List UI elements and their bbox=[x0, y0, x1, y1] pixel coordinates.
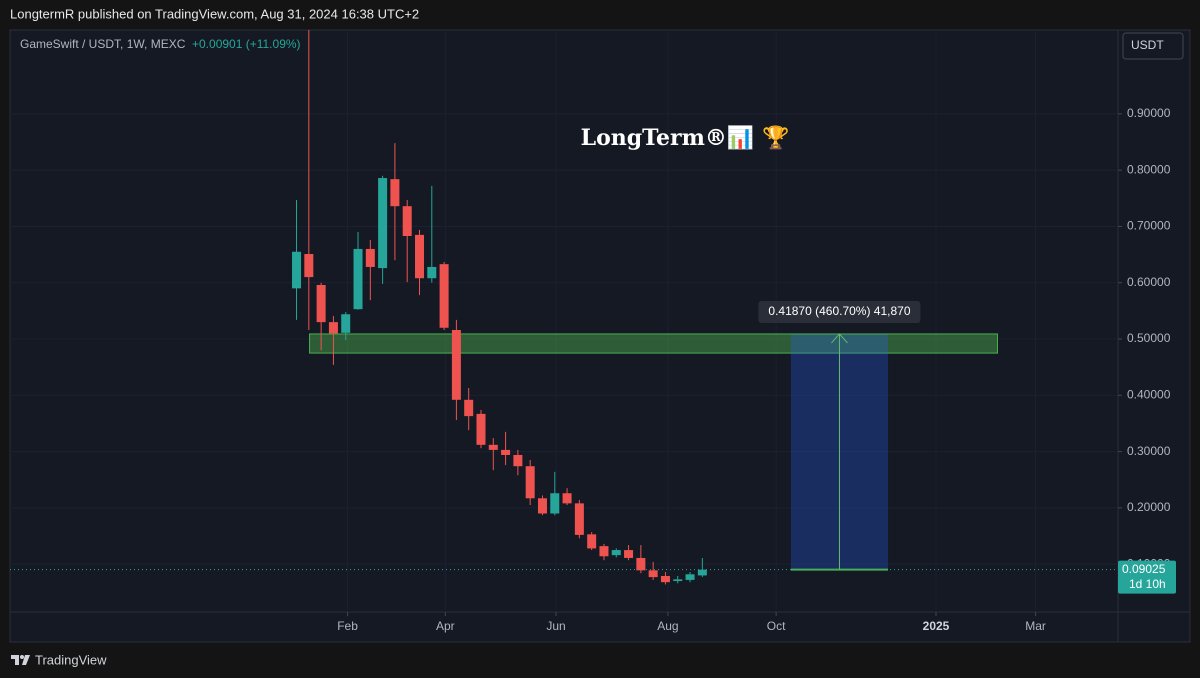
footer-brand: TradingView bbox=[35, 652, 107, 667]
candle-body bbox=[648, 570, 658, 578]
candle-body bbox=[341, 314, 351, 333]
measure-label-box bbox=[758, 300, 921, 323]
candle-body bbox=[562, 493, 572, 504]
candle-body bbox=[304, 254, 314, 278]
currency-button[interactable] bbox=[1122, 32, 1184, 60]
candle-body bbox=[292, 251, 302, 289]
candle-body bbox=[611, 550, 621, 556]
candle-body bbox=[513, 454, 523, 467]
price-label-box bbox=[1118, 560, 1176, 594]
measure-label: 0.41870 (460.70%) 41,870 bbox=[768, 304, 910, 318]
candle-body bbox=[537, 498, 547, 514]
x-tick-label: Aug bbox=[657, 619, 678, 633]
price-change: +0.00901 (+11.09%) bbox=[192, 37, 301, 51]
candle-body bbox=[439, 264, 449, 328]
x-tick-label: Jun bbox=[546, 619, 565, 633]
y-tick-label: 0.70000 bbox=[1127, 219, 1171, 233]
candle-body bbox=[353, 248, 363, 310]
candle-body bbox=[550, 493, 560, 514]
candle-body bbox=[328, 322, 338, 334]
candle-body bbox=[451, 330, 461, 400]
logo-mark bbox=[20, 655, 24, 659]
candle-body bbox=[685, 574, 695, 580]
candle-body bbox=[697, 569, 707, 576]
y-tick-label: 0.50000 bbox=[1127, 331, 1171, 345]
logo bbox=[11, 655, 30, 665]
candle-body bbox=[525, 466, 535, 499]
candle-body bbox=[402, 206, 412, 237]
candle-body bbox=[316, 284, 326, 323]
candle-body bbox=[476, 413, 486, 445]
candle-body bbox=[427, 266, 437, 279]
support-zone bbox=[309, 333, 998, 354]
candle-body bbox=[599, 546, 609, 557]
logo-mark bbox=[15, 655, 19, 665]
price-label: 0.09025 bbox=[1122, 562, 1166, 576]
candle-body bbox=[624, 550, 634, 558]
chart-pane bbox=[9, 29, 1191, 643]
measure-arrowhead bbox=[831, 333, 848, 344]
candle-body bbox=[587, 534, 597, 549]
candle-body bbox=[574, 503, 584, 535]
candle-body bbox=[415, 234, 425, 279]
x-tick-label: Feb bbox=[337, 619, 358, 633]
countdown: 1d 10h bbox=[1129, 577, 1166, 591]
x-tick-label: Mar bbox=[1025, 619, 1046, 633]
candle-body bbox=[660, 575, 670, 583]
y-tick-label: 0.90000 bbox=[1127, 106, 1171, 120]
y-tick-label: 0.30000 bbox=[1127, 444, 1171, 458]
y-tick-label: 0.20000 bbox=[1127, 500, 1171, 514]
logo-mark bbox=[22, 655, 30, 665]
y-tick-label: 0.80000 bbox=[1127, 162, 1171, 176]
candle-body bbox=[488, 444, 498, 450]
header: LongtermR published on TradingView.com, … bbox=[10, 6, 419, 21]
symbol-title: GameSwift / USDT, 1W, MEXC bbox=[20, 37, 186, 51]
x-tick-label: 2025 bbox=[923, 619, 950, 633]
candle-body bbox=[673, 579, 683, 582]
candle-body bbox=[636, 557, 646, 571]
candle-body bbox=[365, 248, 375, 267]
plot: 0.41870 (460.70%) 41,870 bbox=[10, 30, 1118, 612]
y-tick-label: 0.40000 bbox=[1127, 387, 1171, 401]
y-tick-label: 0.60000 bbox=[1127, 275, 1171, 289]
currency-label: USDT bbox=[1131, 38, 1164, 52]
watermark: LongTerm®📊 🏆 bbox=[581, 125, 790, 151]
candle-body bbox=[378, 178, 388, 269]
candle-body bbox=[390, 179, 400, 207]
x-tick-label: Apr bbox=[436, 619, 455, 633]
candle-body bbox=[501, 449, 511, 455]
candle-body bbox=[464, 399, 474, 417]
x-tick-label: Oct bbox=[767, 619, 786, 633]
